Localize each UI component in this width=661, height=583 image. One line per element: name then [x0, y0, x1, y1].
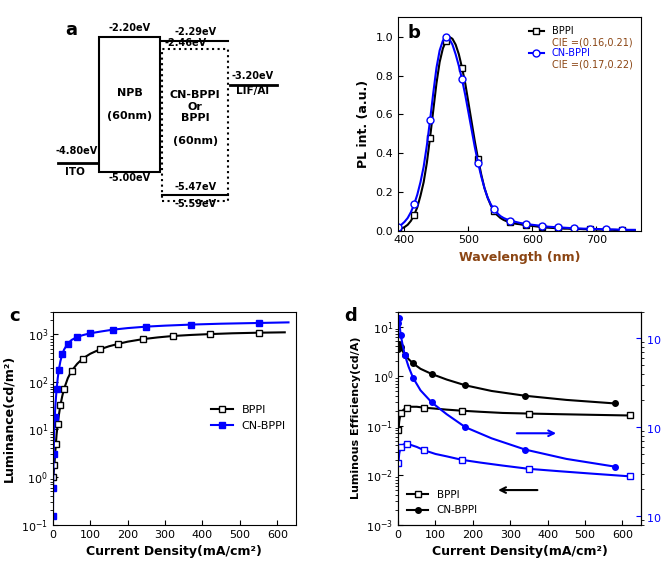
Text: -2.29eV: -2.29eV: [174, 27, 216, 37]
Legend: BPPI, CN-BPPI: BPPI, CN-BPPI: [403, 486, 482, 519]
Y-axis label: Luminance(cd/m²): Luminance(cd/m²): [3, 354, 15, 482]
Text: -5.00eV: -5.00eV: [108, 173, 151, 182]
Text: -2.20eV: -2.20eV: [108, 23, 151, 33]
Text: b: b: [408, 24, 420, 42]
Text: -4.80eV: -4.80eV: [56, 146, 98, 156]
Text: NPB

(60nm): NPB (60nm): [107, 88, 152, 121]
Text: d: d: [344, 307, 358, 325]
Text: CN-BPPI
Or
BPPI

(60nm): CN-BPPI Or BPPI (60nm): [170, 90, 220, 146]
X-axis label: Current Density(mA/cm²): Current Density(mA/cm²): [87, 545, 262, 558]
X-axis label: Wavelength (nm): Wavelength (nm): [459, 251, 580, 264]
Text: LIF/Al: LIF/Al: [236, 86, 269, 96]
FancyBboxPatch shape: [162, 50, 228, 201]
Text: a: a: [65, 22, 77, 40]
Legend: BPPI, CIE =(0.16,0.21), CN-BPPI, CIE =(0.17,0.22): BPPI, CIE =(0.16,0.21), CN-BPPI, CIE =(0…: [525, 22, 637, 73]
FancyBboxPatch shape: [99, 37, 160, 173]
Text: -5.47eV: -5.47eV: [174, 182, 216, 192]
Text: -3.20eV: -3.20eV: [231, 71, 274, 81]
Text: -2.46eV: -2.46eV: [165, 37, 207, 48]
Text: -5.59eV: -5.59eV: [174, 199, 216, 209]
Y-axis label: Luminous Efficiency(cd/A): Luminous Efficiency(cd/A): [350, 337, 361, 500]
Y-axis label: PL int. (a.u.): PL int. (a.u.): [357, 80, 370, 168]
Text: c: c: [9, 307, 20, 325]
Legend: BPPI, CN-BPPI: BPPI, CN-BPPI: [206, 401, 290, 436]
Text: ITO: ITO: [65, 167, 85, 177]
X-axis label: Current Density(mA/cm²): Current Density(mA/cm²): [432, 545, 607, 558]
